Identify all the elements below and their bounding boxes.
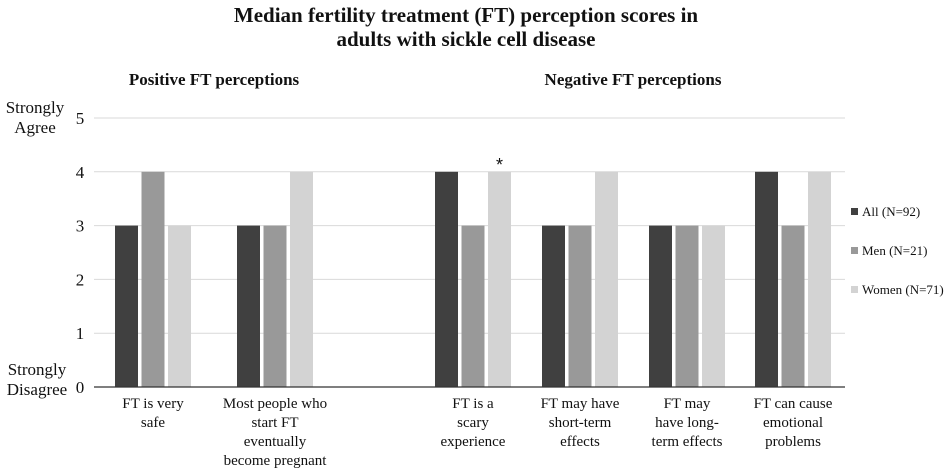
category-label-line: safe	[141, 415, 165, 431]
category-label-line: start FT	[251, 415, 298, 431]
category-label-line: have long-	[655, 415, 719, 431]
bar	[542, 225, 565, 387]
bar	[781, 225, 805, 387]
y-tick-label: 0	[76, 378, 85, 397]
category-label-line: effects	[560, 434, 600, 450]
bars	[115, 171, 831, 387]
category-label-line: FT may	[664, 396, 711, 412]
category-label: FT may have long-term effects	[652, 396, 723, 450]
bar	[461, 225, 485, 387]
bar	[168, 225, 191, 387]
significance-marker: *	[496, 155, 503, 175]
bar	[702, 225, 725, 387]
category-label-line: FT may have	[541, 396, 620, 412]
chart-title-line: Median fertility treatment (FT) percepti…	[234, 3, 699, 27]
legend-swatch	[851, 286, 858, 293]
category-label-line: eventually	[244, 434, 307, 450]
category-label-line: FT is very	[122, 396, 184, 412]
category-label: FT is very safe	[122, 396, 184, 431]
chart-title: Median fertility treatment (FT) percepti…	[234, 3, 699, 51]
bar	[488, 171, 511, 387]
y-tick-label: 1	[76, 324, 85, 343]
y-tick-label: 4	[76, 163, 85, 182]
category-label-line: Most people who	[223, 396, 327, 412]
category-label-line: FT can cause	[754, 396, 833, 412]
legend-label: Women (N=71)	[862, 282, 944, 297]
y-bottom-label: Strongly	[8, 360, 67, 379]
bar	[675, 225, 699, 387]
bar	[141, 171, 165, 387]
bar	[808, 171, 831, 387]
bar	[568, 225, 592, 387]
y-tick-label: 5	[76, 109, 85, 128]
y-top-label: Strongly	[6, 98, 65, 117]
category-label: FT can cause emotional problems	[754, 396, 833, 450]
category-label-line: problems	[765, 434, 821, 450]
category-label: FT may have short-term effects	[541, 396, 620, 450]
chart-title-line: adults with sickle cell disease	[336, 27, 595, 51]
legend-swatch	[851, 247, 858, 254]
y-top-label: Agree	[14, 118, 56, 137]
annotations: *	[496, 155, 503, 175]
bar	[115, 225, 138, 387]
bar	[649, 225, 672, 387]
category-label-line: become pregnant	[224, 453, 328, 469]
category-label: FT is a scary experience	[441, 396, 506, 450]
bar	[263, 225, 287, 387]
category-label-line: term effects	[652, 434, 723, 450]
group-titles: Positive FT perceptions Negative FT perce…	[129, 70, 722, 89]
group-title: Negative FT perceptions	[545, 70, 722, 89]
y-tick-label: 2	[76, 270, 85, 289]
category-label-line: experience	[441, 434, 506, 450]
group-title: Positive FT perceptions	[129, 70, 300, 89]
bar	[435, 171, 458, 387]
y-bottom-label: Disagree	[7, 380, 67, 399]
category-label: Most people who start FT eventually become …	[223, 396, 327, 469]
legend-swatch	[851, 208, 858, 215]
legend: All (N=92) Men (N=21) Women (N=71)	[851, 204, 944, 297]
category-label-line: short-term	[549, 415, 612, 431]
bar	[290, 171, 313, 387]
x-axis: FT is very safe Most people who start FT eve…	[94, 386, 845, 469]
bar	[755, 171, 778, 387]
bar	[237, 225, 260, 387]
bar	[595, 171, 618, 387]
category-label-line: scary	[457, 415, 489, 431]
legend-label: All (N=92)	[862, 204, 920, 219]
category-label-line: FT is a	[452, 396, 494, 412]
y-tick-label: 3	[76, 217, 85, 236]
category-label-line: emotional	[763, 415, 823, 431]
legend-label: Men (N=21)	[862, 243, 927, 258]
